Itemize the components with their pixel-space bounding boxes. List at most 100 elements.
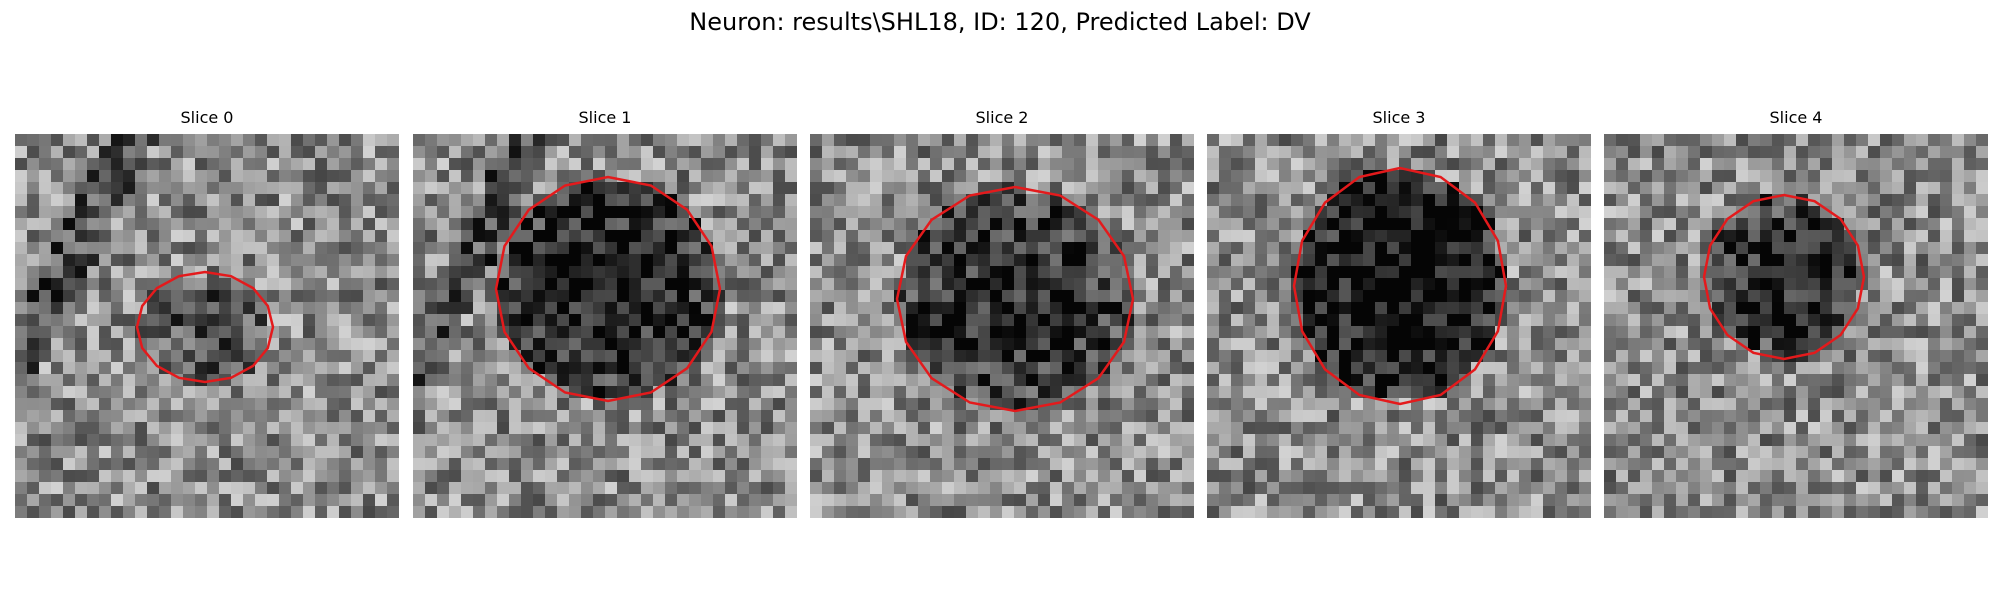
pixel [1387,494,1399,506]
pixel [1904,170,1916,182]
pixel [267,446,279,458]
pixel [111,242,123,254]
pixel [1459,218,1471,230]
pixel [1964,206,1976,218]
pixel [1315,278,1327,290]
pixel [1712,410,1724,422]
pixel [1423,278,1435,290]
pixel [629,422,641,434]
pixel [327,302,339,314]
pixel [533,506,545,518]
pixel [1182,266,1194,278]
pixel [27,422,39,434]
pixel [1688,314,1700,326]
pixel [387,314,399,326]
pixel [1002,458,1014,470]
pixel [1459,266,1471,278]
pixel [339,254,351,266]
pixel [1351,170,1363,182]
pixel [255,326,267,338]
pixel [461,170,473,182]
pixel [737,350,749,362]
pixel [1471,302,1483,314]
pixel [545,362,557,374]
pixel [485,446,497,458]
pixel [846,374,858,386]
pixel [1411,446,1423,458]
pixel [1062,230,1074,242]
pixel [1676,302,1688,314]
pixel [1940,290,1952,302]
pixel [1700,386,1712,398]
pixel [425,458,437,470]
pixel [1086,242,1098,254]
pixel [171,338,183,350]
pixel [882,398,894,410]
pixel [425,218,437,230]
pixel [485,278,497,290]
pixel [1435,182,1447,194]
pixel [834,194,846,206]
pixel [1255,218,1267,230]
pixel [1748,458,1760,470]
pixel [846,398,858,410]
pixel [123,482,135,494]
pixel [1375,194,1387,206]
pixel [665,446,677,458]
pixel [1916,398,1928,410]
pixel [1820,182,1832,194]
pixel [1002,506,1014,518]
pixel [1050,362,1062,374]
pixel [1892,266,1904,278]
pixel [1748,290,1760,302]
pixel [1182,482,1194,494]
pixel [1122,434,1134,446]
pixel [761,446,773,458]
pixel [1375,218,1387,230]
pixel [1640,422,1652,434]
pixel [725,422,737,434]
pixel [1543,254,1555,266]
pixel [351,230,363,242]
pixel [1219,470,1231,482]
pixel [1507,506,1519,518]
pixel [195,302,207,314]
pixel [773,218,785,230]
pixel [1676,326,1688,338]
pixel [1543,458,1555,470]
pixel [1700,218,1712,230]
pixel [1616,134,1628,146]
pixel [15,206,27,218]
pixel [485,338,497,350]
pixel [1014,446,1026,458]
pixel [1050,386,1062,398]
pixel [1303,242,1315,254]
pixel [267,482,279,494]
pixel [1002,326,1014,338]
pixel [1531,158,1543,170]
pixel [207,134,219,146]
pixel [1928,386,1940,398]
pixel [15,194,27,206]
pixel [63,218,75,230]
pixel [135,278,147,290]
pixel [1820,266,1832,278]
pixel [509,362,521,374]
pixel [1892,254,1904,266]
pixel [1964,254,1976,266]
pixel [641,314,653,326]
pixel [641,290,653,302]
pixel [533,254,545,266]
pixel [1363,362,1375,374]
pixel [461,398,473,410]
pixel [689,158,701,170]
pixel [1074,410,1086,422]
pixel [461,374,473,386]
pixel [159,506,171,518]
pixel [1363,398,1375,410]
pixel [437,470,449,482]
pixel [1519,410,1531,422]
pixel [1255,278,1267,290]
pixel [785,386,797,398]
pixel [1616,338,1628,350]
